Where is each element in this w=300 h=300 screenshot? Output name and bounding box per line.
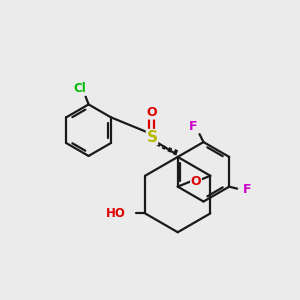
Text: O: O	[191, 175, 201, 188]
Text: F: F	[243, 183, 251, 196]
Text: HO: HO	[105, 207, 125, 220]
Text: F: F	[189, 120, 198, 133]
Text: O: O	[147, 106, 157, 119]
Text: S: S	[146, 130, 158, 145]
Text: Cl: Cl	[73, 82, 86, 95]
